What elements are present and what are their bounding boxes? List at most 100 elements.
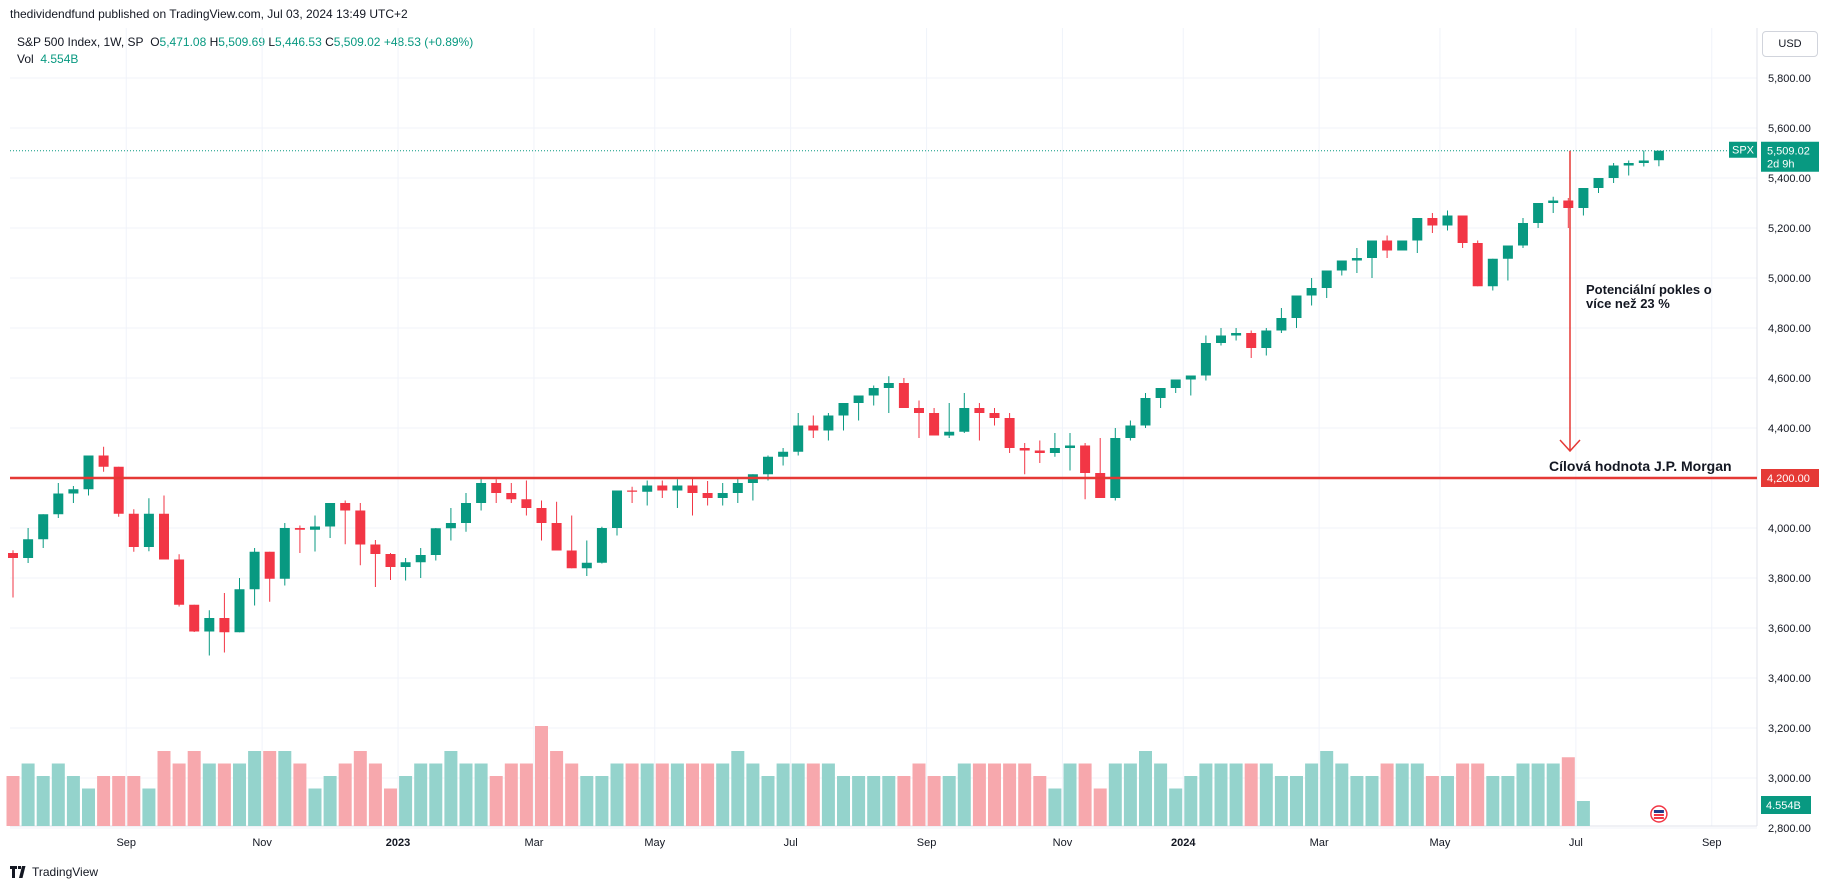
- candle-body: [1442, 215, 1453, 226]
- volume-bar: [1320, 751, 1334, 826]
- volume-bar: [1501, 776, 1515, 826]
- spx-symbol-tag: SPX: [1732, 145, 1755, 157]
- candle-body: [38, 514, 49, 540]
- y-tick-label: 4,600.00: [1768, 373, 1811, 385]
- y-tick-label: 3,200.00: [1768, 723, 1811, 735]
- volume-legend: Vol 4.554B: [17, 52, 78, 66]
- volume-bar: [535, 726, 548, 826]
- volume-bar: [1033, 776, 1047, 826]
- volume-bar: [444, 751, 458, 826]
- candle-body: [325, 503, 336, 527]
- volume-bar: [1154, 763, 1168, 826]
- volume-bar: [1395, 763, 1409, 826]
- open-value: 5,471.08: [159, 35, 207, 49]
- volume-bar: [942, 776, 956, 826]
- volume-bar: [338, 763, 352, 826]
- x-tick-label: Nov: [252, 837, 272, 849]
- volume-bar: [1184, 776, 1198, 826]
- volume-bar: [1048, 788, 1062, 826]
- decline-annotation: Potenciální pokles o více než 23 %: [1586, 283, 1712, 311]
- x-tick-label: 2023: [386, 837, 410, 849]
- close-label: C: [325, 35, 334, 49]
- volume-bar: [172, 763, 186, 826]
- volume-bar: [1093, 788, 1107, 826]
- volume-bar: [716, 763, 730, 826]
- x-tick-label: Mar: [524, 837, 543, 849]
- y-tick-label: 3,800.00: [1768, 573, 1811, 585]
- candle-body: [1034, 450, 1045, 453]
- candle-body: [1049, 448, 1060, 453]
- candle-body: [551, 523, 562, 551]
- tradingview-logo-icon: [10, 866, 26, 878]
- candle-body: [23, 539, 34, 558]
- x-tick-label: Mar: [1310, 837, 1329, 849]
- footer-brand[interactable]: TradingView: [10, 865, 98, 879]
- volume-bar: [1305, 763, 1319, 826]
- candle-body: [1125, 425, 1136, 438]
- candle-body: [929, 413, 940, 436]
- candle-body: [98, 455, 109, 467]
- candle-body: [370, 544, 381, 554]
- volume-bar: [233, 763, 246, 826]
- volume-bar: [489, 776, 503, 826]
- volume-bar: [519, 763, 533, 826]
- candle-body: [687, 485, 698, 493]
- volume-bar: [263, 751, 277, 826]
- currency-button[interactable]: USD: [1762, 31, 1818, 57]
- y-tick-label: 5,200.00: [1768, 223, 1811, 235]
- candle-body: [974, 408, 985, 413]
- volume-bar: [670, 763, 684, 826]
- spx-price-tag-bg: [1761, 141, 1819, 172]
- candle-body: [1336, 260, 1347, 271]
- volume-bar: [1199, 763, 1213, 826]
- volume-bar: [414, 763, 428, 826]
- volume-bar: [957, 763, 971, 826]
- volume-bar: [927, 776, 941, 826]
- volume-bar: [1018, 763, 1032, 826]
- footer-brand-label: TradingView: [32, 865, 99, 879]
- change-value: +48.53 (+0.89%): [383, 35, 474, 49]
- volume-bar: [1335, 763, 1349, 826]
- candle-body: [1231, 333, 1242, 336]
- candle-body: [234, 589, 245, 633]
- candle-body: [763, 456, 773, 475]
- volume-bar: [1561, 757, 1575, 826]
- candle-body: [1276, 318, 1287, 331]
- candle-body: [189, 604, 200, 632]
- volume-bar: [1546, 763, 1560, 826]
- candle-body: [1427, 218, 1438, 226]
- candle-body: [657, 485, 668, 491]
- volume-bar: [1003, 763, 1017, 826]
- symbol-name: S&P 500 Index, 1W, SP: [17, 35, 144, 49]
- candle-body: [1563, 200, 1574, 208]
- volume-bar: [1576, 801, 1590, 826]
- candle-body: [128, 513, 139, 547]
- candle-body: [1110, 438, 1121, 498]
- candle-body: [612, 490, 622, 528]
- volume-bar: [142, 788, 156, 826]
- candle-body: [1638, 160, 1649, 163]
- volume-bar: [1516, 763, 1530, 826]
- volume-bar: [474, 763, 488, 826]
- candle-body: [642, 485, 653, 492]
- candle-body: [732, 483, 743, 493]
- target-price-tag-bg: [1761, 469, 1819, 487]
- volume-bar: [1456, 763, 1470, 826]
- candle-body: [219, 618, 230, 633]
- candle-body: [944, 431, 955, 436]
- candle-body: [279, 528, 290, 579]
- high-value: 5,509.69: [218, 35, 265, 49]
- candle-body: [1382, 240, 1393, 251]
- candle-body: [1019, 448, 1030, 451]
- candle-body: [385, 554, 396, 567]
- candle-body: [506, 493, 517, 500]
- volume-bar: [806, 763, 820, 826]
- volume-bar: [565, 763, 579, 826]
- candle-body: [1548, 200, 1559, 203]
- candle-body: [536, 508, 547, 523]
- y-tick-label: 3,600.00: [1768, 623, 1811, 635]
- candle-body: [702, 493, 713, 498]
- volume-bar: [731, 751, 745, 826]
- candle-body: [838, 403, 849, 416]
